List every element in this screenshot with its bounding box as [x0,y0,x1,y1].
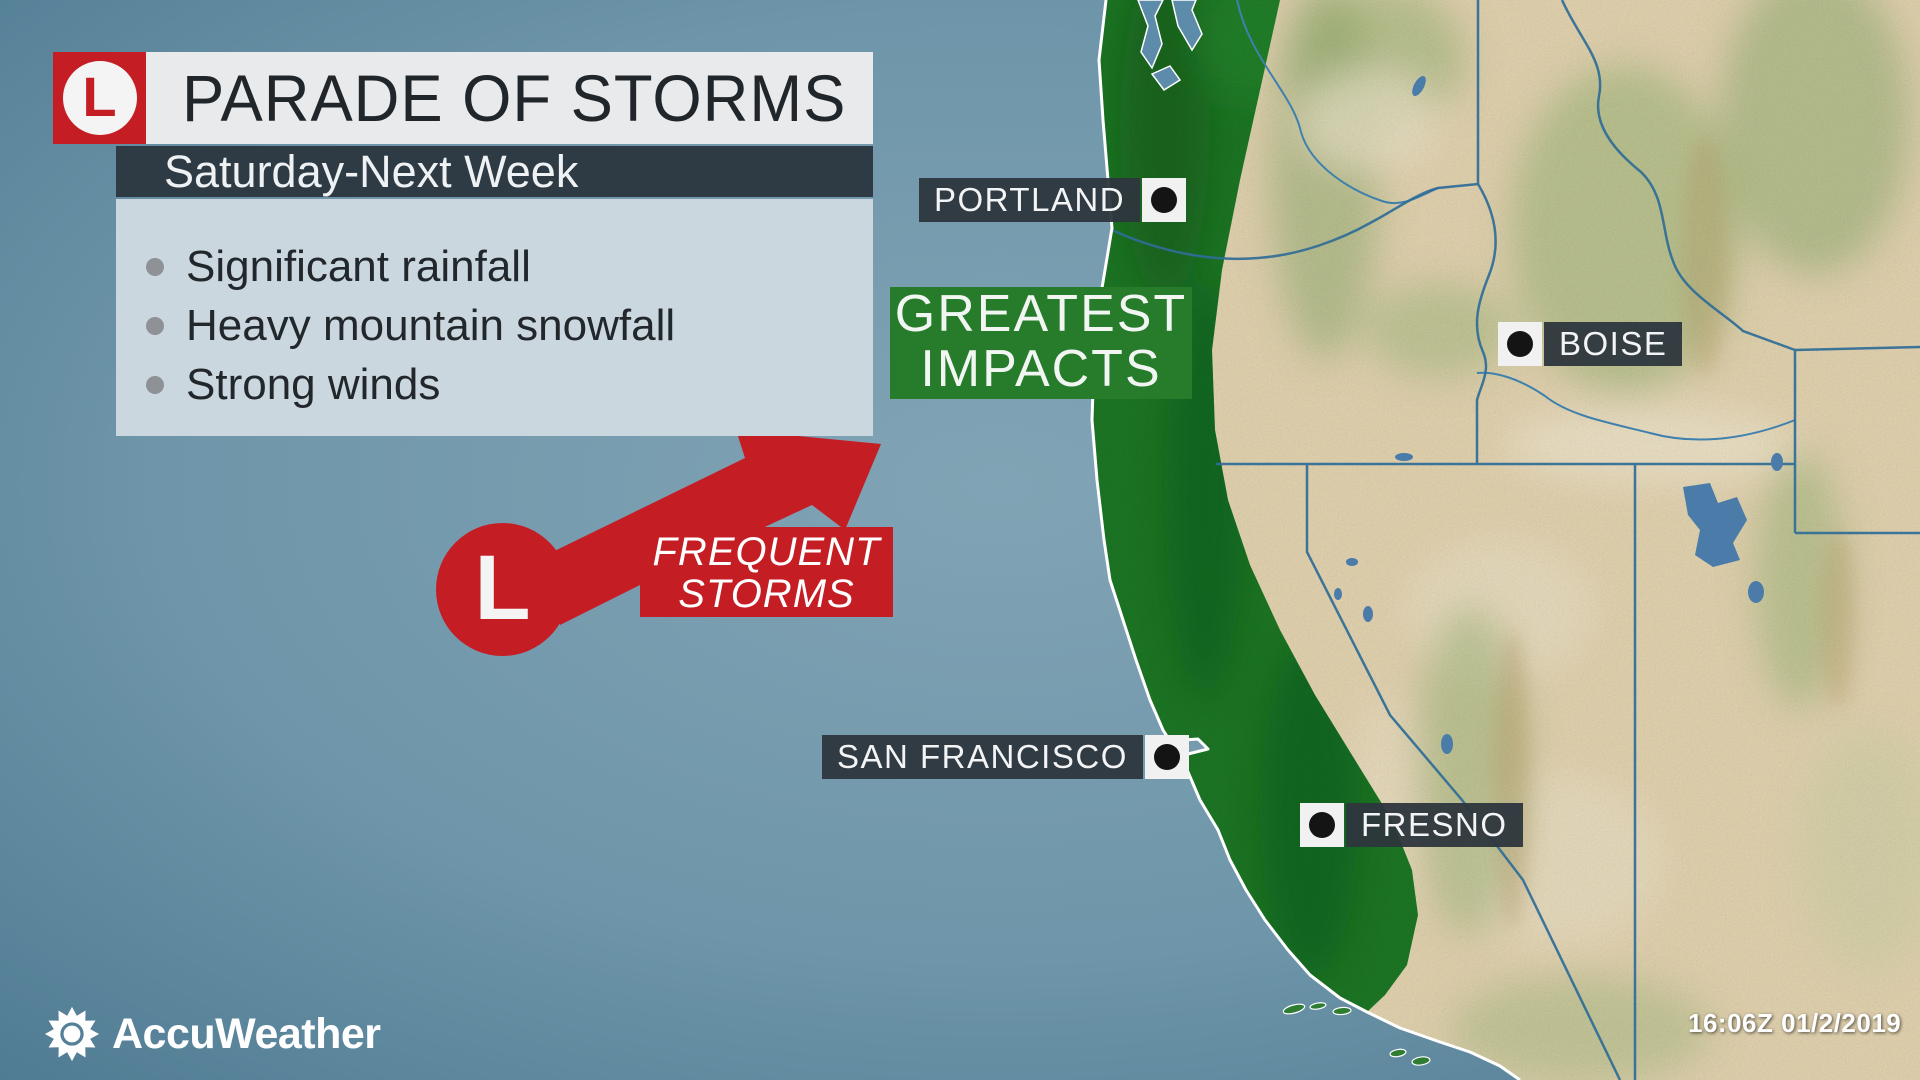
rivers [1236,0,1796,441]
timeframe-text: Saturday-Next Week [164,145,579,197]
city-label-fresno: FRESNO [1300,803,1523,847]
city-marker-icon [1300,803,1344,847]
bullet-icon [146,375,164,394]
list-item-text: Significant rainfall [186,241,531,291]
list-item: Heavy mountain snowfall [146,296,873,355]
timeframe-bar: Saturday-Next Week [116,146,873,197]
timestamp: 16:06Z 01/2/2019 [1688,1008,1902,1038]
accuweather-logo: AccuWeather [44,1006,381,1062]
low-pressure-marker: L [436,523,569,656]
city-label-boise: BOISE [1498,322,1683,366]
impacts-list: Significant rainfall Heavy mountain snow… [116,199,873,436]
headline-bar: PARADE OF STORMS [146,52,873,144]
frequent-storms-label: FREQUENT STORMS [640,527,893,617]
low-symbol: L [82,65,117,128]
greatest-impacts-line1: GREATEST [894,285,1188,343]
low-pressure-icon: L [62,61,137,135]
sun-icon [44,1006,100,1062]
city-name: PORTLAND [919,178,1141,222]
low-pressure-badge: L [53,52,146,144]
city-label-portland: PORTLAND [919,178,1187,222]
bullet-icon [146,257,164,276]
city-marker-icon [1498,322,1542,366]
city-marker-icon [1144,735,1189,779]
frequent-storms-line1: FREQUENT [652,530,881,574]
state-borders [1111,0,1920,1080]
city-name: FRESNO [1346,803,1523,847]
channel-islands [1282,1002,1431,1066]
low-marker-symbol: L [474,536,531,639]
city-marker-icon [1142,178,1187,222]
list-item-text: Heavy mountain snowfall [186,300,676,350]
city-name: BOISE [1544,322,1683,366]
city-label-san-francisco: SAN FRANCISCO [822,735,1189,779]
city-name: SAN FRANCISCO [822,735,1143,779]
greatest-impacts-line2: IMPACTS [920,340,1162,398]
lakes [1334,76,1783,754]
bullet-icon [146,316,164,335]
list-item: Strong winds [146,355,873,414]
headline-text: PARADE OF STORMS [182,61,847,135]
list-item-text: Strong winds [186,359,441,409]
greatest-impacts-label: GREATEST IMPACTS [890,287,1192,399]
logo-text: AccuWeather [112,1009,381,1058]
list-item: Significant rainfall [146,237,873,296]
puget-sound [1137,0,1203,92]
frequent-storms-line2: STORMS [678,572,855,616]
